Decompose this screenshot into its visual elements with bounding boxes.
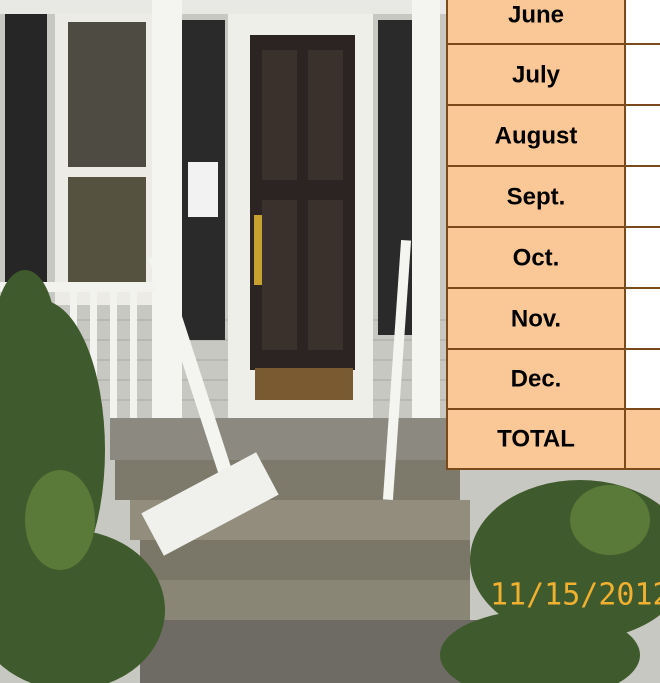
cell [446, 43, 626, 106]
month-label: Nov. [511, 305, 561, 332]
shutter [5, 0, 47, 300]
total-label: TOTAL [497, 425, 575, 452]
cell [624, 408, 660, 470]
cell [446, 104, 626, 167]
cell [624, 165, 660, 228]
fallen-post [141, 452, 279, 556]
month-label: Sept. [507, 183, 566, 210]
broken-rail [382, 239, 412, 501]
step [115, 460, 460, 500]
table-labels: June July August Sept. Oct. Nov. Dec. TO… [495, 1, 578, 452]
broken-rail [148, 254, 246, 516]
month-label: July [512, 61, 561, 88]
column [152, 0, 182, 450]
cell [624, 0, 660, 45]
month-label: Dec. [511, 365, 562, 392]
door-panel [262, 50, 297, 180]
cell [624, 104, 660, 167]
month-label: Oct. [513, 244, 560, 271]
cell [624, 43, 660, 106]
column [412, 0, 440, 440]
door-panel [308, 200, 343, 350]
month-label: August [495, 122, 578, 149]
window-pane [68, 177, 146, 292]
window-pane [68, 22, 146, 167]
table [446, 0, 660, 470]
foliage-light [25, 470, 650, 570]
door-panel [262, 200, 297, 350]
cell [624, 226, 660, 289]
trim [0, 0, 450, 14]
walkway [140, 620, 480, 683]
railing [0, 282, 155, 292]
door-panel [308, 50, 343, 180]
cell [624, 287, 660, 350]
cell [624, 348, 660, 410]
shutter [378, 20, 416, 335]
notice [188, 162, 218, 217]
date-stamp: 11/15/2012 [490, 578, 660, 613]
door-handle [254, 215, 262, 285]
kick-plate [255, 368, 353, 400]
porch-floor [110, 418, 455, 460]
step [150, 580, 470, 620]
cell [446, 348, 626, 410]
step [140, 540, 470, 580]
month-label: June [508, 1, 564, 28]
